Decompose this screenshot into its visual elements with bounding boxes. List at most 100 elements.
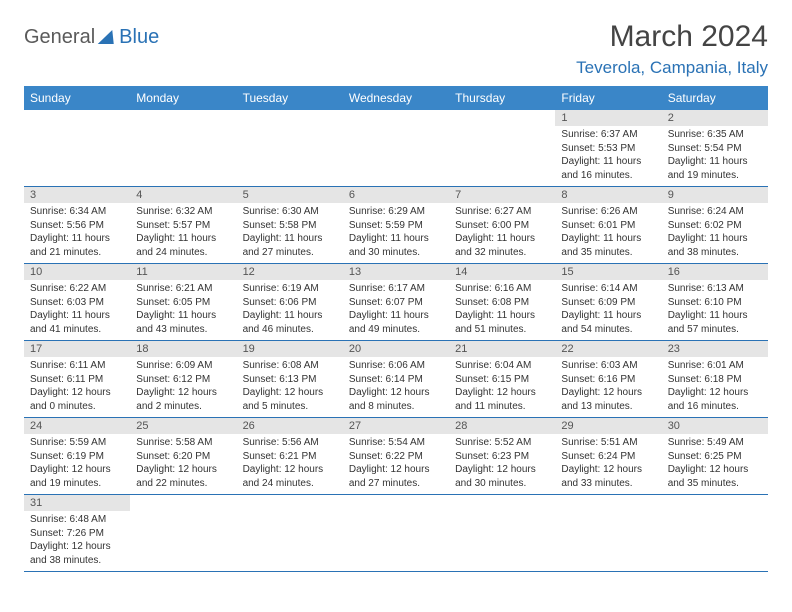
day-body: Sunrise: 6:26 AMSunset: 6:01 PMDaylight:… [555,203,661,263]
sunrise-text: Sunrise: 6:17 AM [349,282,443,296]
sunset-text: Sunset: 6:15 PM [455,373,549,387]
sunrise-text: Sunrise: 5:52 AM [455,436,549,450]
day-cell: 29Sunrise: 5:51 AMSunset: 6:24 PMDayligh… [555,418,661,495]
day-number: 1 [555,110,661,126]
sunset-text: Sunset: 5:54 PM [668,142,762,156]
day-cell: 7Sunrise: 6:27 AMSunset: 6:00 PMDaylight… [449,187,555,264]
day-body: Sunrise: 6:32 AMSunset: 5:57 PMDaylight:… [130,203,236,263]
day-body: Sunrise: 6:34 AMSunset: 5:56 PMDaylight:… [24,203,130,263]
sunrise-text: Sunrise: 6:13 AM [668,282,762,296]
day-body: Sunrise: 5:52 AMSunset: 6:23 PMDaylight:… [449,434,555,494]
day-number: 19 [237,341,343,357]
sunset-text: Sunset: 6:06 PM [243,296,337,310]
sunset-text: Sunset: 6:07 PM [349,296,443,310]
sunrise-text: Sunrise: 6:03 AM [561,359,655,373]
sunrise-text: Sunrise: 5:54 AM [349,436,443,450]
day-body: Sunrise: 5:54 AMSunset: 6:22 PMDaylight:… [343,434,449,494]
day-cell: 21Sunrise: 6:04 AMSunset: 6:15 PMDayligh… [449,341,555,418]
sunrise-text: Sunrise: 6:22 AM [30,282,124,296]
sunrise-text: Sunrise: 6:48 AM [30,513,124,527]
day-body: Sunrise: 6:21 AMSunset: 6:05 PMDaylight:… [130,280,236,340]
day-cell: 13Sunrise: 6:17 AMSunset: 6:07 PMDayligh… [343,264,449,341]
day-cell: 18Sunrise: 6:09 AMSunset: 6:12 PMDayligh… [130,341,236,418]
day-cell: 16Sunrise: 6:13 AMSunset: 6:10 PMDayligh… [662,264,768,341]
day-body: Sunrise: 6:11 AMSunset: 6:11 PMDaylight:… [24,357,130,417]
day-of-week-row: Sunday Monday Tuesday Wednesday Thursday… [24,86,768,110]
day-body: Sunrise: 6:04 AMSunset: 6:15 PMDaylight:… [449,357,555,417]
day-cell [237,495,343,572]
day-body: Sunrise: 6:27 AMSunset: 6:00 PMDaylight:… [449,203,555,263]
day-cell [237,110,343,187]
sunset-text: Sunset: 6:25 PM [668,450,762,464]
sunset-text: Sunset: 7:26 PM [30,527,124,541]
daylight-text: Daylight: 11 hours and 24 minutes. [136,232,230,259]
sunrise-text: Sunrise: 6:08 AM [243,359,337,373]
sunset-text: Sunset: 6:10 PM [668,296,762,310]
dow-saturday: Saturday [662,86,768,110]
day-body: Sunrise: 6:22 AMSunset: 6:03 PMDaylight:… [24,280,130,340]
day-cell: 10Sunrise: 6:22 AMSunset: 6:03 PMDayligh… [24,264,130,341]
daylight-text: Daylight: 12 hours and 35 minutes. [668,463,762,490]
day-body: Sunrise: 5:58 AMSunset: 6:20 PMDaylight:… [130,434,236,494]
day-body: Sunrise: 6:19 AMSunset: 6:06 PMDaylight:… [237,280,343,340]
day-number: 5 [237,187,343,203]
daylight-text: Daylight: 11 hours and 51 minutes. [455,309,549,336]
sunset-text: Sunset: 6:24 PM [561,450,655,464]
daylight-text: Daylight: 12 hours and 24 minutes. [243,463,337,490]
sunset-text: Sunset: 6:12 PM [136,373,230,387]
daylight-text: Daylight: 12 hours and 33 minutes. [561,463,655,490]
header: General Blue March 2024 Teverola, Campan… [24,20,768,78]
day-number: 29 [555,418,661,434]
daylight-text: Daylight: 11 hours and 19 minutes. [668,155,762,182]
day-body: Sunrise: 6:01 AMSunset: 6:18 PMDaylight:… [662,357,768,417]
day-number: 13 [343,264,449,280]
title-area: March 2024 Teverola, Campania, Italy [576,20,768,78]
week-row: 17Sunrise: 6:11 AMSunset: 6:11 PMDayligh… [24,341,768,418]
day-cell [343,495,449,572]
day-cell: 3Sunrise: 6:34 AMSunset: 5:56 PMDaylight… [24,187,130,264]
sunset-text: Sunset: 5:57 PM [136,219,230,233]
day-body [130,499,236,511]
sunset-text: Sunset: 6:02 PM [668,219,762,233]
day-body [24,114,130,126]
day-cell: 12Sunrise: 6:19 AMSunset: 6:06 PMDayligh… [237,264,343,341]
sunset-text: Sunset: 6:18 PM [668,373,762,387]
day-number: 3 [24,187,130,203]
day-cell: 1Sunrise: 6:37 AMSunset: 5:53 PMDaylight… [555,110,661,187]
day-body [662,499,768,511]
daylight-text: Daylight: 12 hours and 22 minutes. [136,463,230,490]
daylight-text: Daylight: 12 hours and 11 minutes. [455,386,549,413]
day-number: 28 [449,418,555,434]
dow-thursday: Thursday [449,86,555,110]
day-number: 27 [343,418,449,434]
location: Teverola, Campania, Italy [576,58,768,78]
sunrise-text: Sunrise: 6:16 AM [455,282,549,296]
logo-text-blue: Blue [119,26,159,49]
day-body [449,114,555,126]
daylight-text: Daylight: 12 hours and 13 minutes. [561,386,655,413]
daylight-text: Daylight: 11 hours and 30 minutes. [349,232,443,259]
daylight-text: Daylight: 11 hours and 46 minutes. [243,309,337,336]
sunrise-text: Sunrise: 6:06 AM [349,359,443,373]
sunrise-text: Sunrise: 6:29 AM [349,205,443,219]
day-cell: 4Sunrise: 6:32 AMSunset: 5:57 PMDaylight… [130,187,236,264]
week-row: 10Sunrise: 6:22 AMSunset: 6:03 PMDayligh… [24,264,768,341]
day-body: Sunrise: 6:17 AMSunset: 6:07 PMDaylight:… [343,280,449,340]
sunset-text: Sunset: 6:23 PM [455,450,549,464]
day-number: 21 [449,341,555,357]
day-body: Sunrise: 5:49 AMSunset: 6:25 PMDaylight:… [662,434,768,494]
logo-sail-icon [98,30,121,44]
sunset-text: Sunset: 6:03 PM [30,296,124,310]
sunrise-text: Sunrise: 6:30 AM [243,205,337,219]
day-cell: 5Sunrise: 6:30 AMSunset: 5:58 PMDaylight… [237,187,343,264]
daylight-text: Daylight: 11 hours and 16 minutes. [561,155,655,182]
dow-tuesday: Tuesday [237,86,343,110]
daylight-text: Daylight: 11 hours and 35 minutes. [561,232,655,259]
day-body: Sunrise: 6:30 AMSunset: 5:58 PMDaylight:… [237,203,343,263]
sunset-text: Sunset: 6:21 PM [243,450,337,464]
day-body: Sunrise: 6:16 AMSunset: 6:08 PMDaylight:… [449,280,555,340]
day-cell: 27Sunrise: 5:54 AMSunset: 6:22 PMDayligh… [343,418,449,495]
sunset-text: Sunset: 5:56 PM [30,219,124,233]
day-body: Sunrise: 6:24 AMSunset: 6:02 PMDaylight:… [662,203,768,263]
day-number: 18 [130,341,236,357]
